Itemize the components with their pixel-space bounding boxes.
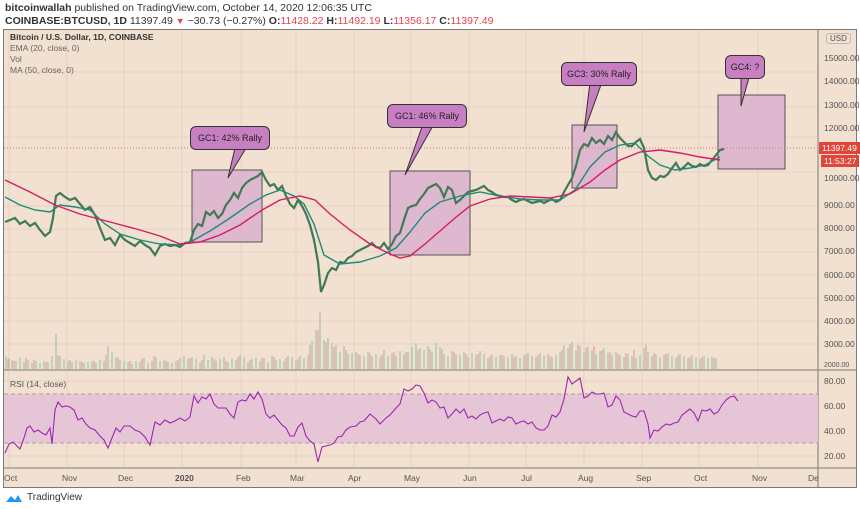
tradingview-logo-icon — [6, 494, 22, 502]
close-value: 11397.49 — [450, 15, 494, 27]
legend-title: Bitcoin / U.S. Dollar, 1D, COINBASE — [10, 32, 154, 42]
ma-line — [4, 149, 721, 259]
rsi-line — [4, 375, 739, 463]
price-tick: 4000.00 — [824, 316, 855, 326]
last-price-tag: 11397.49 — [819, 142, 860, 154]
rsi-legend[interactable]: RSI (14, close) — [10, 379, 67, 389]
high-value: 11492.19 — [337, 15, 381, 27]
publish-info: bitcoinwallah published on TradingView.c… — [5, 2, 372, 14]
time-tick: Jul — [521, 473, 532, 483]
rsi-tick: 80.00 — [824, 376, 846, 386]
price-tick: 2000.00 — [824, 362, 850, 369]
chart-legend: Bitcoin / U.S. Dollar, 1D, COINBASE EMA … — [10, 32, 154, 76]
time-tick: Nov — [62, 473, 78, 483]
callout-gc1[interactable]: GC1: 42% Rally — [190, 126, 270, 150]
callout-pointers — [227, 73, 751, 179]
countdown-tag: 11:53:27 — [821, 155, 860, 167]
down-triangle-icon: ▼ — [175, 16, 185, 26]
price-line — [4, 129, 725, 293]
currency-label[interactable]: USD — [826, 33, 851, 44]
time-tick: Aug — [578, 473, 594, 483]
price-tick: 9000.00 — [824, 200, 855, 210]
time-tick: May — [404, 473, 421, 483]
tradingview-brand[interactable]: TradingView — [27, 492, 83, 503]
ohlc-line: COINBASE:BTCUSD, 1D 11397.49 ▼ −30.73 (−… — [5, 15, 493, 27]
price-tick: 14000.00 — [824, 76, 860, 86]
time-tick: Jun — [463, 473, 477, 483]
callout-gc4[interactable]: GC4: ? — [725, 55, 765, 79]
price-tick: 12000.00 — [824, 123, 860, 133]
price-tick: 6000.00 — [824, 270, 855, 280]
open-value: 11428.22 — [280, 15, 324, 27]
time-tick: Mar — [290, 473, 305, 483]
publish-date: published on TradingView.com, October 14… — [74, 2, 372, 14]
time-tick: Feb — [236, 473, 251, 483]
price-tick: 5000.00 — [824, 293, 855, 303]
high-label: H: — [326, 15, 338, 27]
close-label: C: — [439, 15, 451, 27]
callout-gc3[interactable]: GC3: 30% Rally — [561, 62, 637, 86]
last-price: 11397.49 — [129, 15, 173, 27]
rsi-band — [4, 394, 818, 443]
price-tick: 15000.00 — [824, 53, 860, 63]
gc2-box[interactable] — [389, 170, 471, 256]
low-label: L: — [383, 15, 394, 27]
time-tick: 2020 — [175, 473, 194, 483]
rally-boxes — [191, 94, 786, 256]
legend-vol[interactable]: Vol — [10, 54, 22, 64]
open-label: O: — [268, 15, 281, 27]
price-tick: 13000.00 — [824, 100, 860, 110]
low-value: 11356.17 — [393, 15, 437, 27]
volume-bars — [5, 312, 717, 369]
gc4-box[interactable] — [717, 94, 786, 170]
price-tick: 3000.00 — [824, 339, 855, 349]
rsi-tick: 40.00 — [824, 426, 846, 436]
legend-ema[interactable]: EMA (20, close, 0) — [10, 43, 80, 53]
ema-line — [4, 142, 721, 265]
time-tick: Apr — [348, 473, 362, 483]
time-tick: Oct — [694, 473, 708, 483]
author: bitcoinwallah — [5, 2, 72, 14]
gc1-box[interactable] — [191, 169, 263, 243]
rsi-tick: 20.00 — [824, 451, 846, 461]
price-tick: 8000.00 — [824, 223, 855, 233]
time-tick: Dec — [118, 473, 134, 483]
rsi-tick: 60.00 — [824, 401, 846, 411]
price-tick: 7000.00 — [824, 246, 855, 256]
callout-gc2[interactable]: GC1: 46% Rally — [387, 104, 467, 128]
symbol: COINBASE:BTCUSD, 1D — [5, 15, 127, 27]
time-tick: Sep — [636, 473, 652, 483]
time-tick: Oct — [4, 473, 18, 483]
time-tick: De — [808, 473, 819, 483]
time-tick: Nov — [752, 473, 768, 483]
price-change: −30.73 (−0.27%) — [187, 15, 266, 27]
footer: TradingView — [5, 492, 82, 503]
legend-ma[interactable]: MA (50, close, 0) — [10, 65, 74, 75]
price-tick: 10000.00 — [824, 173, 860, 183]
